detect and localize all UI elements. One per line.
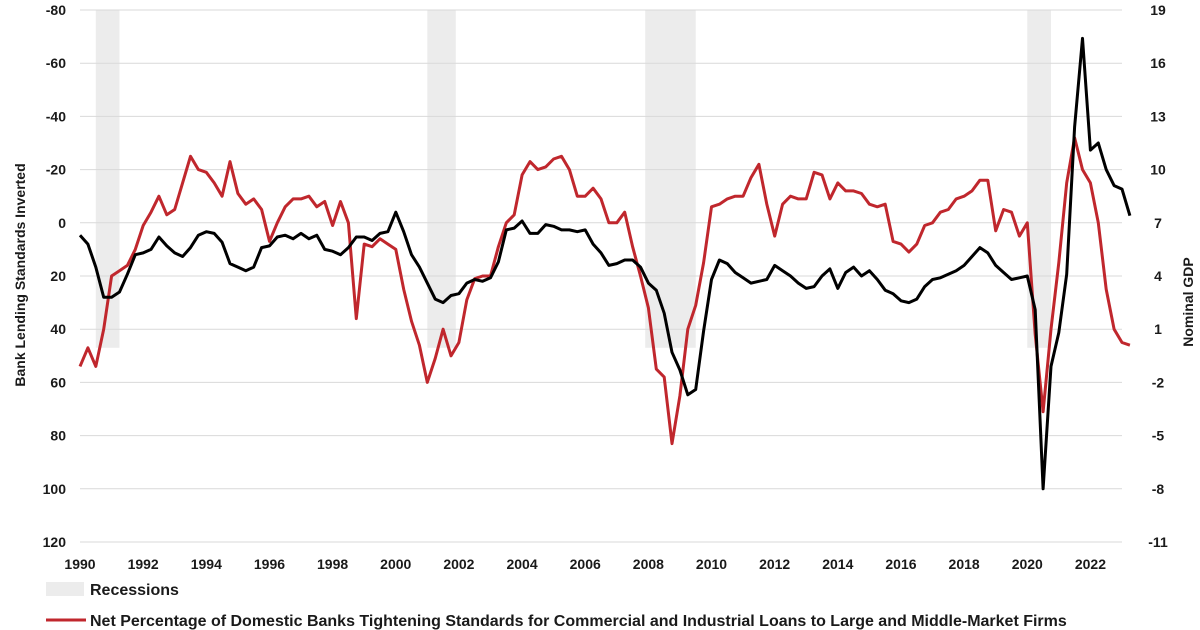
right-tick-label: 1 bbox=[1154, 321, 1162, 337]
right-tick-label: 13 bbox=[1150, 108, 1166, 124]
right-axis-ticks: 19 16 13 10 7 4 1 -2 -5 -8 -11 bbox=[1148, 2, 1168, 550]
x-tick-label: 2004 bbox=[506, 556, 537, 572]
x-tick-label: 2000 bbox=[380, 556, 411, 572]
left-tick-label: 0 bbox=[58, 215, 66, 231]
gridlines bbox=[80, 9, 1122, 543]
legend: Recessions Net Percentage of Domestic Ba… bbox=[46, 582, 1067, 630]
left-tick-label: 20 bbox=[50, 268, 66, 284]
x-tick-label: 1996 bbox=[254, 556, 285, 572]
x-tick-label: 2002 bbox=[443, 556, 474, 572]
x-tick-label: 2016 bbox=[885, 556, 916, 572]
left-tick-label: 120 bbox=[43, 534, 67, 550]
right-tick-label: -11 bbox=[1148, 534, 1168, 550]
right-axis-title: Nominal GDP bbox=[1180, 257, 1196, 346]
right-tick-label: 10 bbox=[1150, 162, 1166, 178]
x-tick-label: 2010 bbox=[696, 556, 727, 572]
left-axis-title: Bank Lending Standards Inverted bbox=[12, 163, 28, 386]
left-tick-label: 60 bbox=[50, 374, 66, 390]
nominal-gdp-line bbox=[78, 36, 1132, 491]
legend-recessions-label: Recessions bbox=[90, 582, 179, 599]
left-tick-label: 80 bbox=[50, 428, 66, 444]
series-layer bbox=[78, 36, 1132, 491]
x-tick-label: 2006 bbox=[570, 556, 601, 572]
x-tick-label: 2012 bbox=[759, 556, 790, 572]
x-tick-label: 1998 bbox=[317, 556, 348, 572]
recession-shading-layer bbox=[95, 10, 1051, 348]
left-axis-ticks: -80 -60 -40 -20 0 20 40 60 80 100 120 bbox=[43, 2, 67, 550]
x-tick-label: 2008 bbox=[633, 556, 664, 572]
x-tick-label: 1994 bbox=[191, 556, 222, 572]
x-tick-label: 2018 bbox=[949, 556, 980, 572]
right-tick-label: 4 bbox=[1154, 268, 1162, 284]
left-tick-label: 40 bbox=[50, 321, 66, 337]
right-tick-label: -8 bbox=[1152, 481, 1165, 497]
left-tick-label: -20 bbox=[46, 162, 66, 178]
recession-band bbox=[95, 10, 120, 348]
right-tick-label: 19 bbox=[1150, 2, 1166, 18]
tightening-standards-line bbox=[78, 136, 1131, 446]
left-tick-label: -40 bbox=[46, 108, 66, 124]
x-tick-label: 2014 bbox=[822, 556, 853, 572]
left-tick-label: -60 bbox=[46, 55, 66, 71]
x-tick-label: 1992 bbox=[128, 556, 159, 572]
recession-band bbox=[427, 10, 456, 348]
x-tick-label: 2020 bbox=[1012, 556, 1043, 572]
recession-band bbox=[1027, 10, 1051, 348]
left-tick-label: 100 bbox=[43, 481, 67, 497]
left-tick-label: -80 bbox=[46, 2, 66, 18]
legend-recessions-swatch bbox=[46, 582, 84, 596]
x-tick-label: 1990 bbox=[64, 556, 95, 572]
legend-tightening-label: Net Percentage of Domestic Banks Tighten… bbox=[90, 613, 1067, 630]
x-axis-ticks: 1990 1992 1994 1996 1998 2000 2002 2004 2006 2008… bbox=[64, 556, 1106, 572]
right-tick-label: -2 bbox=[1152, 374, 1165, 390]
recession-band bbox=[645, 10, 696, 348]
right-tick-label: -5 bbox=[1152, 428, 1165, 444]
right-tick-label: 16 bbox=[1150, 55, 1166, 71]
x-tick-label: 2022 bbox=[1075, 556, 1106, 572]
right-tick-label: 7 bbox=[1154, 215, 1162, 231]
